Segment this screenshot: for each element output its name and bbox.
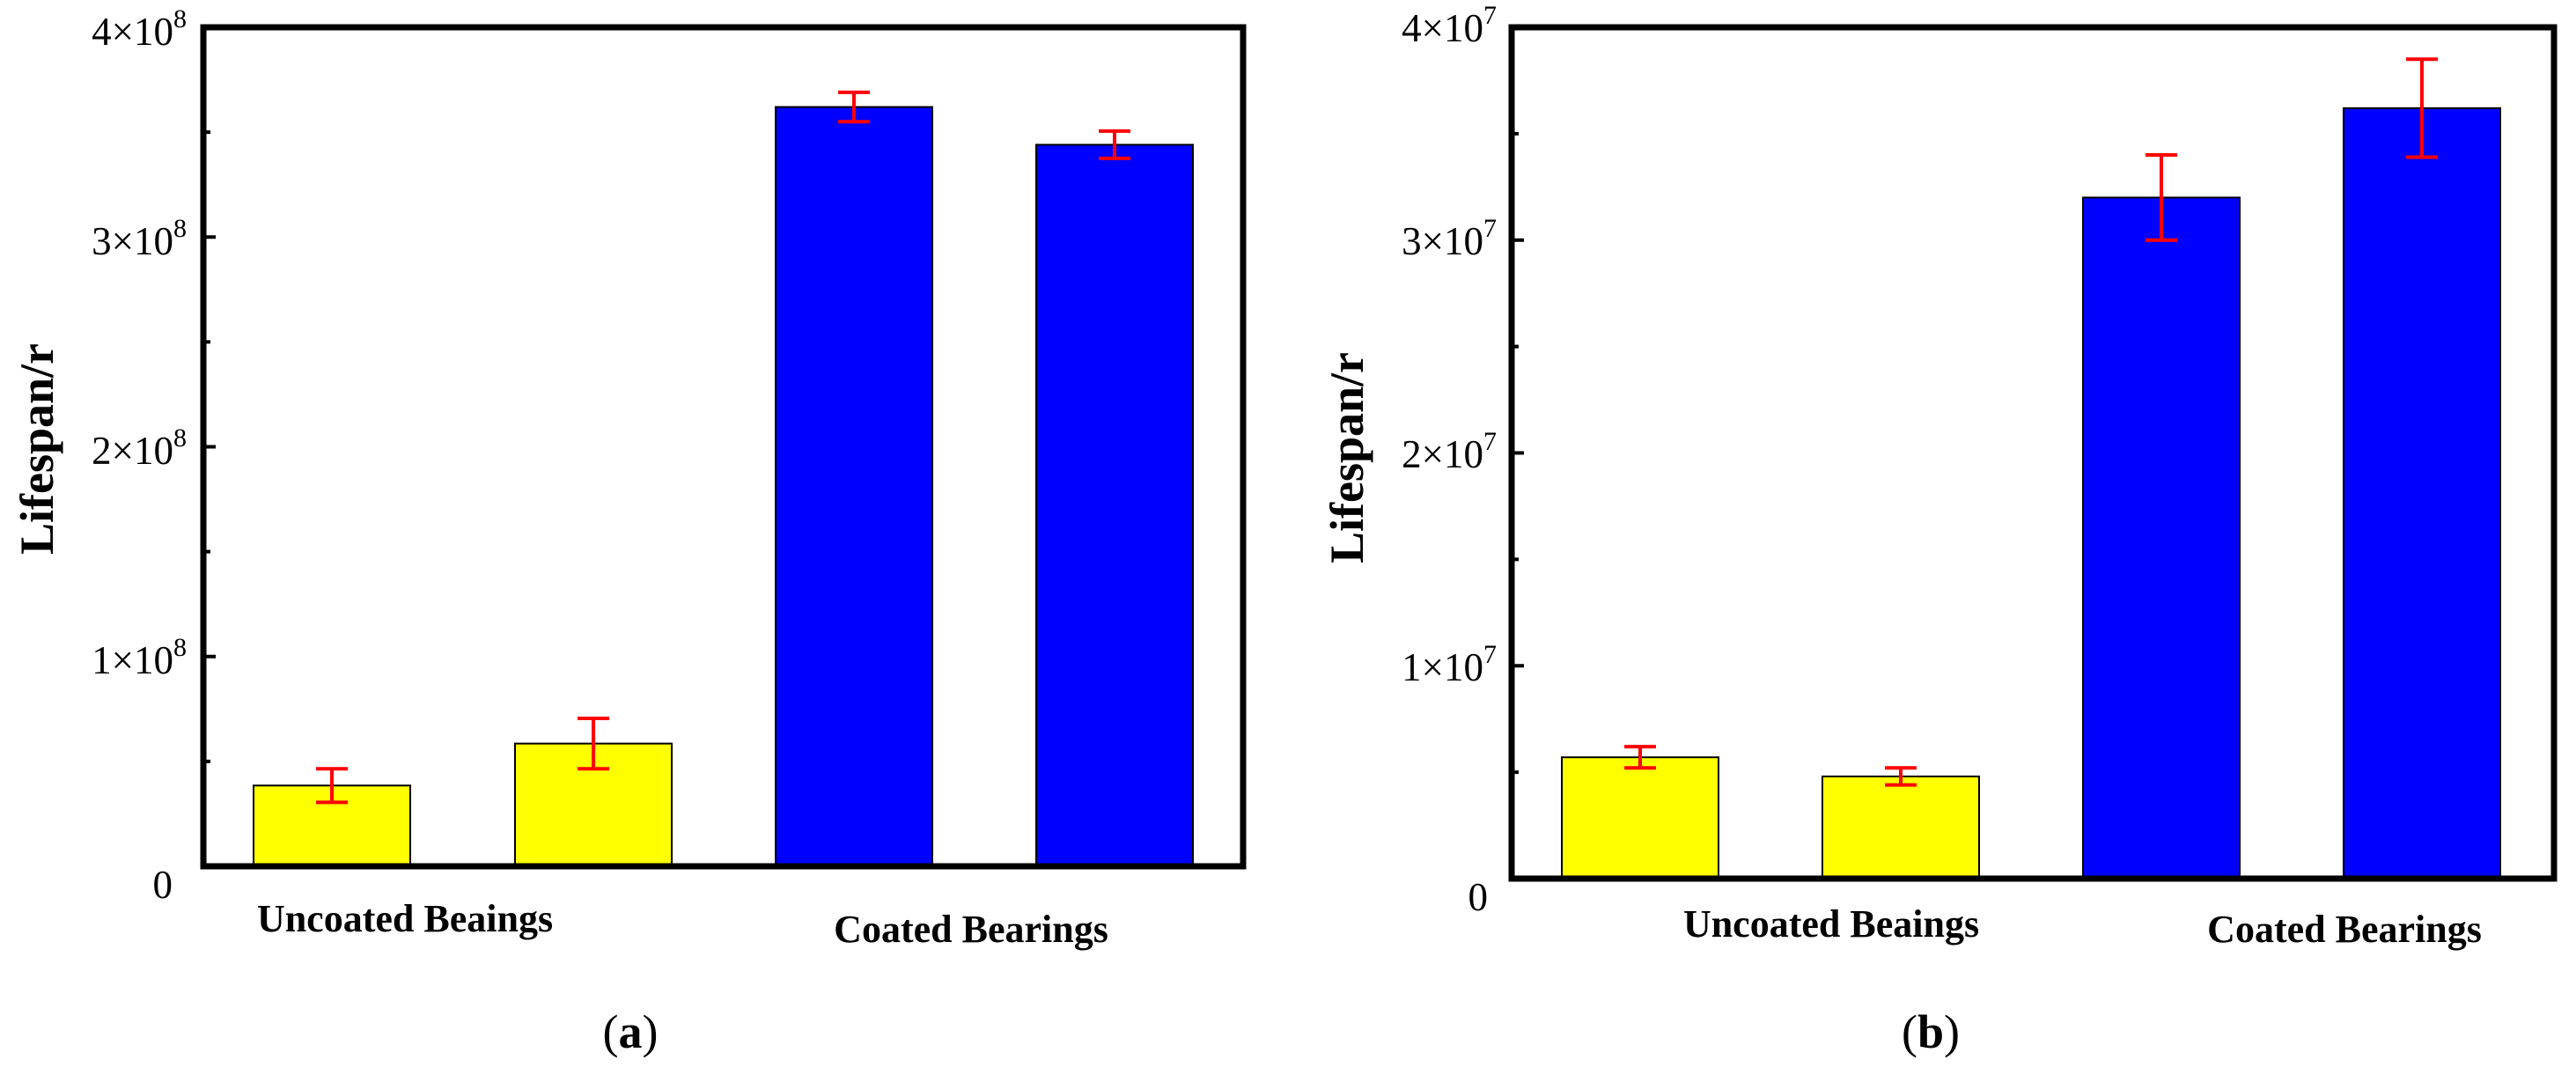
y-tick-label-0-b: 0 <box>1468 875 1489 919</box>
bar-b-2 <box>1822 775 1980 880</box>
bars-a <box>253 106 1194 868</box>
bar-b-1 <box>1561 756 1719 880</box>
panel-label-a: (a) <box>603 1005 659 1058</box>
bar-a-3 <box>775 106 933 868</box>
bars-b <box>1561 107 2501 880</box>
y-tick-label-4e7: 4×107 <box>1402 1 1497 50</box>
error-bars-a <box>316 90 1130 805</box>
chart-panel-b: 0 1×107 2×107 3×107 4×107 Lifespan/r Unc… <box>1321 1 2558 1058</box>
group-label-uncoated-a: Uncoated Beaings <box>257 897 553 940</box>
error-bars-b <box>1624 57 2438 787</box>
y-tick-label-3e7: 3×107 <box>1402 214 1497 263</box>
chart-panel-a: 0 1×108 2×108 3×108 4×108 Lifespan/r Unc… <box>11 4 1247 1058</box>
y-tick-label-1e7: 1×107 <box>1402 640 1497 689</box>
group-label-coated-b: Coated Bearings <box>2207 908 2482 951</box>
y-tick-label-2e7: 2×107 <box>1402 427 1497 476</box>
group-label-uncoated-b: Uncoated Beaings <box>1683 902 1979 946</box>
y-ticks-b <box>1512 131 1524 775</box>
panel-label-b: (b) <box>1902 1005 1960 1058</box>
y-tick-label-4e8: 4×108 <box>92 4 187 54</box>
bar-a-4 <box>1035 143 1194 868</box>
y-ticks-a <box>203 130 216 763</box>
y-tick-label-3e8: 3×108 <box>92 214 187 263</box>
y-axis-title-a: Lifespan/r <box>11 343 63 555</box>
bar-b-4 <box>2343 107 2501 880</box>
y-tick-label-0-a: 0 <box>153 863 173 907</box>
bar-b-3 <box>2082 196 2241 879</box>
group-label-coated-a: Coated Bearings <box>834 908 1108 951</box>
y-tick-label-2e8: 2×108 <box>92 423 187 473</box>
y-tick-label-1e8: 1×108 <box>92 633 187 682</box>
y-axis-title-b: Lifespan/r <box>1321 352 1373 563</box>
